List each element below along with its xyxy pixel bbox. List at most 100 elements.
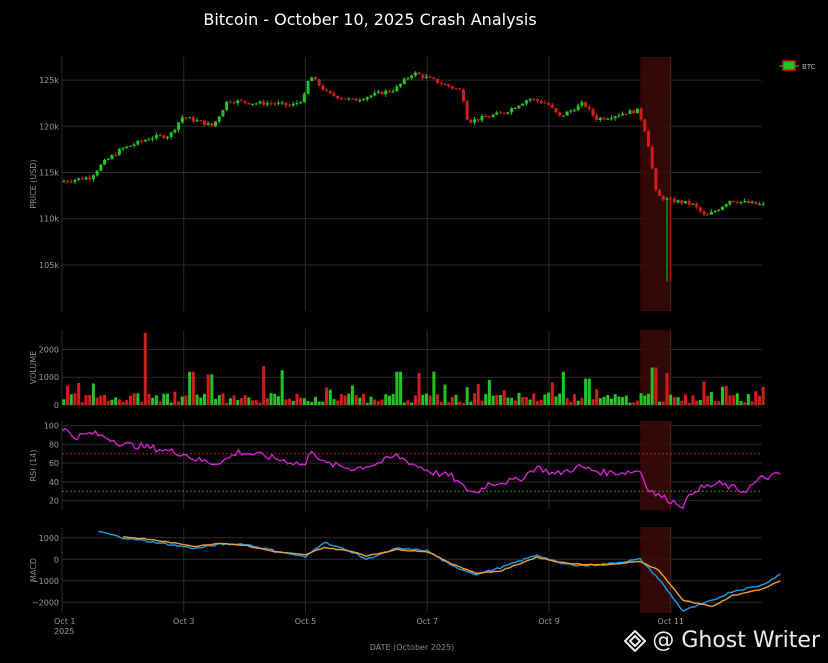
candle-body (232, 102, 236, 104)
volume-bar (580, 397, 584, 405)
candle-body (683, 201, 687, 204)
volume-bar (128, 395, 132, 405)
volume-bar (236, 399, 240, 405)
candle-body (443, 83, 447, 85)
volume-bar (521, 397, 525, 405)
candle-body (369, 95, 373, 98)
volume-bar (77, 382, 81, 405)
candle-body (476, 119, 480, 121)
candle-body (110, 155, 114, 159)
volume-bar (358, 397, 362, 405)
candle-body (273, 103, 277, 105)
candle-body (128, 145, 132, 147)
volume-bar (691, 395, 695, 405)
candle-body (595, 115, 599, 121)
macd-line (98, 530, 781, 612)
candle-body (158, 134, 162, 136)
volume-bar (436, 394, 440, 405)
candle-body (628, 110, 632, 114)
candle-body (387, 90, 391, 92)
volume-bar (498, 395, 502, 405)
candle-body (691, 203, 695, 205)
volume-bar (295, 393, 299, 405)
volume-bar (510, 397, 514, 405)
candle-body (554, 107, 558, 113)
x-tick-label: Oct 7 (416, 617, 437, 626)
volume-bar (336, 400, 340, 405)
candle-body (706, 214, 710, 216)
volume-bar (709, 392, 713, 405)
volume-bar (724, 385, 728, 405)
candle-body (680, 200, 684, 204)
volume-bar (169, 402, 173, 405)
volume-bar (276, 396, 280, 405)
candle-body (584, 102, 588, 107)
volume-bar (350, 385, 354, 405)
candle-body (543, 102, 547, 104)
volume-bar (243, 395, 247, 405)
candle-body (450, 86, 454, 89)
x-tick-label: 2025 (54, 627, 74, 636)
candle-body (132, 144, 136, 146)
candle-body (613, 116, 617, 119)
legend-label: BTC (802, 63, 816, 71)
y-axis-label: MACD (29, 558, 38, 582)
candle-body (269, 103, 273, 105)
volume-bar (732, 395, 736, 405)
candle-body (646, 130, 650, 147)
volume-bar (535, 401, 539, 405)
candle-body (62, 181, 66, 183)
volume-bar (69, 394, 73, 405)
volume-bar (202, 393, 206, 405)
candle-body (302, 93, 306, 103)
candle-body (436, 78, 440, 84)
candle-body (598, 117, 602, 121)
volume-bar (384, 394, 388, 405)
candle-body (95, 170, 99, 176)
y-tick-label: 110k (39, 215, 59, 224)
volume-bar (117, 399, 121, 405)
volume-bar (554, 396, 558, 405)
candle-body (221, 110, 225, 117)
legend: BTC (779, 60, 816, 71)
volume-bar (624, 395, 628, 405)
volume-bar (735, 393, 739, 405)
y-tick-label: 115k (39, 168, 59, 177)
volume-bar (720, 386, 724, 405)
candle-body (617, 115, 621, 117)
candle-body (761, 203, 765, 205)
volume-bar (613, 394, 617, 405)
volume-bar (88, 395, 92, 405)
volume-bar (184, 395, 188, 405)
volume-bar (502, 390, 506, 405)
candle-body (424, 76, 428, 78)
candle-body (606, 118, 610, 120)
candle-body (461, 89, 465, 102)
candle-body (717, 209, 721, 212)
volume-bar (406, 400, 410, 405)
volume-bar (328, 389, 332, 405)
candle-body (413, 72, 417, 76)
volume-bar (321, 401, 325, 405)
candle-body (602, 117, 606, 120)
candle-body (410, 75, 414, 79)
candle-body (676, 200, 680, 203)
volume-bar (288, 398, 292, 405)
y-tick-label: 0 (54, 555, 59, 564)
volume-bar (746, 393, 750, 405)
candle-body (558, 112, 562, 116)
candle-body (743, 201, 747, 203)
volume-bar (199, 397, 203, 405)
candle-body (550, 104, 554, 108)
volume-bar (447, 402, 451, 405)
candle-body (587, 106, 591, 109)
candle-body (151, 138, 155, 140)
candle-body (136, 140, 140, 145)
volume-bar (73, 393, 77, 405)
diamond-logo-icon (624, 629, 647, 652)
candle-body (513, 107, 517, 109)
candle-body (265, 103, 269, 105)
volume-bar (291, 400, 295, 405)
volume-bar (188, 371, 192, 405)
